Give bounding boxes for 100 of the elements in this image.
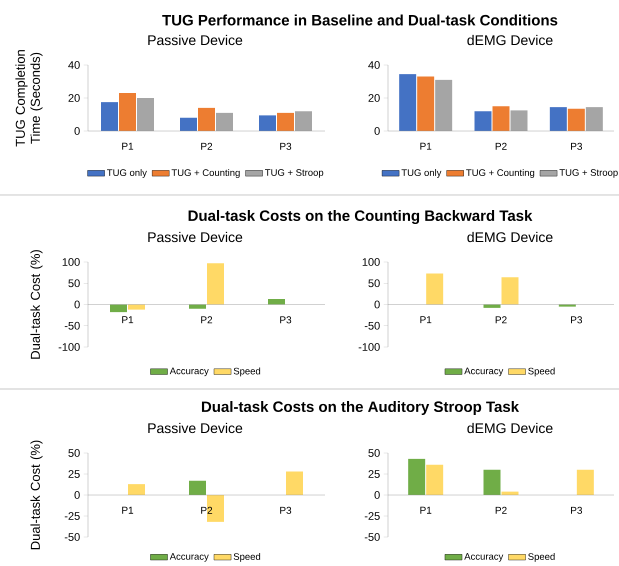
bar xyxy=(198,108,215,132)
bar xyxy=(295,111,312,132)
y-tick-label: 40 xyxy=(68,61,80,69)
chart-subtitle: dEMG Device xyxy=(467,232,553,242)
x-tick-label: P3 xyxy=(571,316,582,324)
bar xyxy=(426,464,444,496)
legend-label: Speed xyxy=(528,367,555,376)
bar xyxy=(137,98,154,132)
y-tick-label: -50 xyxy=(64,533,80,541)
y-tick-label: 100 xyxy=(62,258,80,266)
y-tick-label: 50 xyxy=(68,279,80,288)
bar xyxy=(189,480,206,496)
y-tick-label: 0 xyxy=(374,491,380,499)
bar xyxy=(435,80,452,132)
legend-label: TUG + Counting xyxy=(172,169,240,178)
bar xyxy=(128,484,146,496)
bar xyxy=(286,471,303,496)
bar xyxy=(268,298,285,305)
y-tick-label: 0 xyxy=(74,300,80,308)
legend-label: Speed xyxy=(234,367,260,376)
bar xyxy=(426,273,444,305)
y-tick-label: 50 xyxy=(368,279,380,288)
y-tick-label: 0 xyxy=(374,300,380,308)
x-tick-label: P2 xyxy=(496,142,507,150)
x-tick-label: P1 xyxy=(122,316,134,324)
bar xyxy=(180,118,197,132)
y-tick-label: -50 xyxy=(364,322,380,330)
x-tick-label: P1 xyxy=(420,316,432,324)
bar xyxy=(568,108,585,132)
x-tick-label: P2 xyxy=(496,506,507,514)
x-tick-label: P1 xyxy=(122,506,134,514)
bar xyxy=(474,111,492,132)
bar xyxy=(189,304,206,309)
x-tick-label: P2 xyxy=(496,316,507,324)
bar xyxy=(550,107,567,132)
y-tick-label: 25 xyxy=(368,470,380,478)
bar xyxy=(101,102,118,132)
x-tick-label: P1 xyxy=(122,142,134,150)
bar xyxy=(492,106,510,132)
legend-label: TUG + Counting xyxy=(466,169,534,178)
bar xyxy=(586,107,603,132)
chart-subtitle: Passive Device xyxy=(148,232,242,242)
text: Dual-task Costs on the Counting Backward Task xyxy=(188,210,532,224)
x-tick-label: P1 xyxy=(420,142,432,150)
bar xyxy=(277,112,294,132)
legend-label: TUG + Stroop xyxy=(265,169,324,178)
x-tick-label: P3 xyxy=(280,142,292,150)
bar xyxy=(502,277,518,305)
bar xyxy=(119,93,136,132)
bar xyxy=(484,470,501,496)
y-tick-label: 25 xyxy=(68,470,80,478)
y-tick-label: -100 xyxy=(358,343,380,351)
chart-subtitle: dEMG Device xyxy=(467,422,553,434)
y-tick-label: -50 xyxy=(64,322,80,330)
y-axis-title: TUG Completion Time (Seconds) xyxy=(15,50,43,146)
legend-label: Accuracy xyxy=(170,368,209,376)
legend-label: Accuracy xyxy=(464,368,504,376)
bar xyxy=(576,470,594,496)
chart-subtitle: dEMG Device xyxy=(467,34,553,46)
legend-label: TUG only xyxy=(402,169,442,178)
y-tick-label: 0 xyxy=(374,127,380,135)
x-tick-label: P3 xyxy=(280,506,292,514)
bar xyxy=(417,76,434,132)
bar xyxy=(408,458,426,496)
x-tick-label: P2 xyxy=(201,316,212,324)
text: Dual-task Costs on the Auditory Stroop Task xyxy=(202,401,520,415)
bar xyxy=(110,304,127,312)
y-tick-label: -25 xyxy=(64,512,80,520)
bar xyxy=(207,263,224,305)
x-tick-label: P3 xyxy=(571,506,582,514)
y-tick-label: 50 xyxy=(68,449,80,457)
y-tick-label: -25 xyxy=(364,512,380,520)
y-tick-label: 20 xyxy=(68,94,80,102)
y-tick-label: 100 xyxy=(362,258,380,266)
legend-label: TUG + Stroop xyxy=(560,169,618,178)
bar xyxy=(399,74,416,132)
y-tick-label: -100 xyxy=(58,343,80,351)
legend-label: Speed xyxy=(528,552,555,562)
legend-label: Accuracy xyxy=(464,553,504,562)
y-tick-label: -50 xyxy=(364,533,380,541)
y-tick-label: 0 xyxy=(74,127,80,135)
x-tick-label: P3 xyxy=(280,316,292,324)
bar xyxy=(216,112,234,132)
x-tick-label: P2 xyxy=(201,142,212,150)
bar xyxy=(510,110,528,132)
chart-subtitle: Passive Device xyxy=(148,34,242,46)
legend-label: Speed xyxy=(234,552,260,562)
bar xyxy=(259,115,276,132)
x-tick-label: P3 xyxy=(571,142,582,150)
legend-label: Accuracy xyxy=(170,553,209,562)
y-tick-label: 40 xyxy=(368,61,380,69)
chart-subtitle: Passive Device xyxy=(148,422,242,434)
y-axis-title: Dual-task Cost (%) xyxy=(30,440,43,550)
text: TUG Performance in Baseline and Dual-task Conditions xyxy=(162,14,558,26)
y-tick-label: 50 xyxy=(368,449,380,457)
legend-label: TUG only xyxy=(107,169,147,178)
x-tick-label: P1 xyxy=(420,506,432,514)
y-tick-label: 20 xyxy=(368,94,380,102)
y-axis-title: Dual-task Cost (%) xyxy=(30,250,43,359)
y-tick-label: 0 xyxy=(74,491,80,499)
